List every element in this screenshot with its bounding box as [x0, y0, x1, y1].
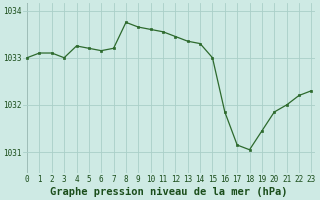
X-axis label: Graphe pression niveau de la mer (hPa): Graphe pression niveau de la mer (hPa)	[51, 186, 288, 197]
